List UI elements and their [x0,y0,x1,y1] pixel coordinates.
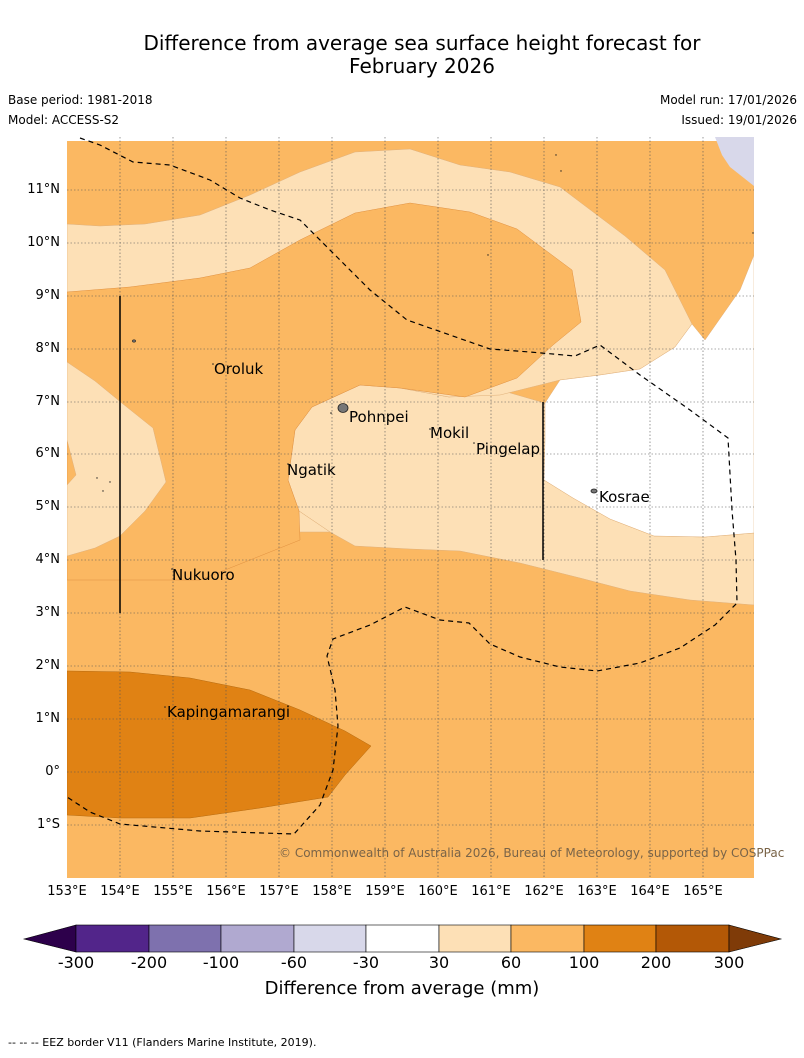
place-oroluk: Oroluk [214,360,264,378]
colorbar-tick-label: -100 [202,953,240,972]
issued-label: Issued: 19/01/2026 [681,113,797,127]
colorbar-tick-label: -300 [57,953,95,972]
colorbar-segment-7 [510,924,585,953]
chart-title-line1: Difference from average sea surface heig… [143,31,701,55]
colorbar-segment-4 [293,924,367,953]
lat-label-4n: 4°N [35,552,61,567]
chart-title-line2: February 2026 [349,54,495,78]
lat-label-10n: 10°N [27,235,60,250]
eez-footnote: -- -- -- EEZ border V11 (Flanders Marine… [8,1036,317,1049]
colorbar-tick-label: 60 [500,953,522,972]
lat-label-7n: 7°N [35,394,61,409]
place-pohnpei: Pohnpei [349,408,409,426]
lon-label-158e: 158°E [312,884,352,899]
kosrae-island [590,488,598,494]
place-pingelap: Pingelap [476,440,541,458]
contour-60-100-north [67,202,582,581]
lon-label-159e: 159°E [365,884,405,899]
place-kapingamarangi: Kapingamarangi [167,703,291,721]
contour-100-200-southwest [67,670,372,819]
colorbar [22,924,783,953]
colorbar-tick-label: -200 [130,953,168,972]
place-kosrae: Kosrae [599,488,650,506]
colorbar-segment-2 [148,924,222,953]
contour-neutral-east [543,254,754,538]
pohnpei-island [337,403,349,413]
colorbar-tick-label: 300 [713,953,745,972]
lon-label-160e: 160°E [418,884,458,899]
contour-neg-northeast [715,137,754,186]
islet-oroluk-west [132,339,136,343]
colorbar-segment-8 [583,924,657,953]
copyright-notice: © Commonwealth of Australia 2026, Bureau… [279,846,785,860]
colorbar-segment-1 [75,924,150,953]
colorbar-segment-6 [438,924,512,953]
colorbar-segment-5 [365,924,440,953]
model-run-label: Model run: 17/01/2026 [659,93,797,107]
colorbar-extend-low [22,924,77,953]
lon-label-153e: 153°E [47,884,87,899]
lon-label-156e: 156°E [206,884,246,899]
lon-label-163e: 163°E [577,884,617,899]
eez-border [67,137,738,835]
colorbar-extend-high [728,924,783,953]
lon-label-161e: 161°E [471,884,511,899]
map-area [67,137,754,878]
lon-label-165e: 165°E [683,884,723,899]
lat-label-1n: 1°N [35,711,61,726]
place-nukuoro: Nukuoro [172,566,235,584]
lon-label-164e: 164°E [630,884,670,899]
lat-label-2n: 2°N [35,658,61,673]
lon-label-155e: 155°E [153,884,193,899]
lat-label-1s: 1°S [36,817,60,832]
colorbar-tick-label: 100 [568,953,600,972]
lon-label-157e: 157°E [259,884,299,899]
colorbar-tick-label: 30 [428,953,450,972]
model-label: Model: ACCESS-S2 [8,113,120,127]
base-period-label: Base period: 1981-2018 [8,93,153,107]
colorbar-tick-label: 200 [640,953,672,972]
chart-title: Difference from average sea surface heig… [0,32,804,78]
colorbar-tick-label: -60 [280,953,308,972]
lat-label-6n: 6°N [35,446,61,461]
lat-label-3n: 3°N [35,605,61,620]
place-ngatik: Ngatik [287,461,336,479]
lon-label-154e: 154°E [100,884,140,899]
colorbar-tick-label: -30 [352,953,380,972]
colorbar-title: Difference from average (mm) [264,978,540,999]
colorbar-segment-3 [220,924,295,953]
lon-label-162e: 162°E [524,884,564,899]
lat-label-5n: 5°N [35,499,61,514]
colorbar-segment-9 [655,924,730,953]
lat-label-11n: 11°N [27,182,60,197]
lat-label-8n: 8°N [35,341,61,356]
lat-label-9n: 9°N [35,288,61,303]
minor-islets [96,154,754,708]
grid-lines [67,137,754,878]
lat-label-0: 0° [45,764,60,779]
place-mokil: Mokil [430,424,470,442]
